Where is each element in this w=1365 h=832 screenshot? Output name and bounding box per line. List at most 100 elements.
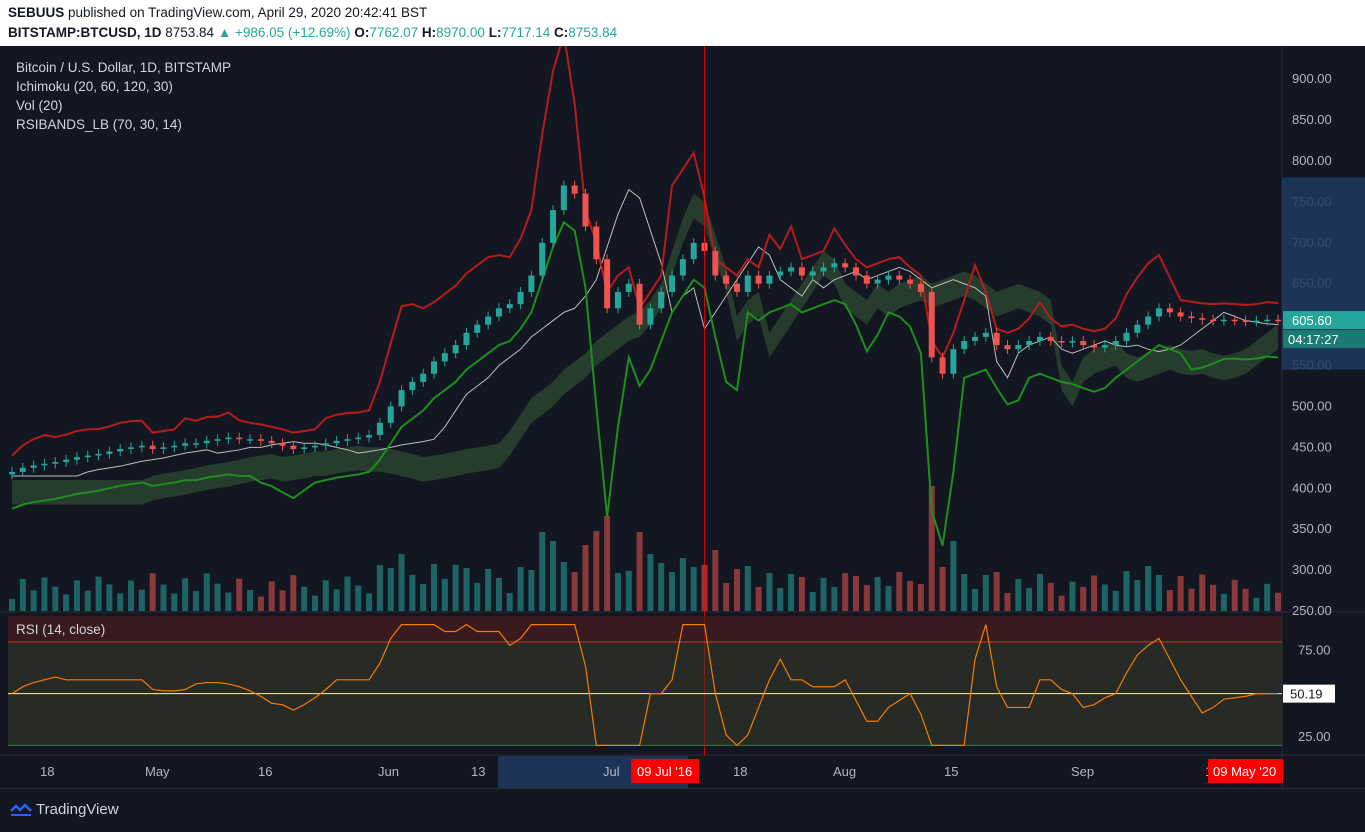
candle-body <box>203 440 210 444</box>
candle-body <box>138 445 145 448</box>
candle-body <box>820 267 827 272</box>
candle-body <box>247 439 254 441</box>
candle-body <box>84 455 91 458</box>
rsiband-upper-line <box>11 46 1279 457</box>
volume-bar <box>30 590 37 611</box>
candle-body <box>853 267 859 276</box>
low-value: 7717.14 <box>501 25 551 40</box>
candle-body <box>625 283 632 292</box>
volume-bar <box>301 586 308 611</box>
candle-body <box>52 462 59 464</box>
candle-body <box>225 437 232 440</box>
candle-body <box>874 279 881 284</box>
volume-bar <box>820 578 827 611</box>
candle-body <box>387 406 394 423</box>
volume-bar <box>517 567 524 611</box>
volume-bar <box>896 572 903 611</box>
legend-rsibands[interactable]: RSIBANDS_LB (70, 30, 14) <box>16 117 182 132</box>
candle-body <box>1275 319 1281 322</box>
volume-bar <box>874 577 881 611</box>
volume-bar <box>73 580 80 611</box>
right-date-tag <box>1208 759 1283 783</box>
chart-area[interactable]: 900.00850.00800.00750.00700.00650.00600.… <box>0 46 1365 788</box>
volume-bar <box>1242 588 1249 611</box>
candle-body <box>982 332 989 337</box>
candle-body <box>1058 341 1065 343</box>
candle-body <box>831 263 838 268</box>
candle-body <box>30 465 37 468</box>
candle-body <box>182 443 189 446</box>
volume-bar <box>1220 593 1227 611</box>
volume-bar <box>1134 580 1141 611</box>
chart-canvas[interactable]: 900.00850.00800.00750.00700.00650.00600.… <box>0 46 1365 788</box>
candle-body <box>560 185 567 211</box>
candle-body <box>1253 320 1260 323</box>
time-tick-label: 13 <box>471 764 485 779</box>
close-value: 8753.84 <box>568 25 618 40</box>
legend-vol[interactable]: Vol (20) <box>16 98 63 113</box>
volume-bar <box>1155 575 1162 611</box>
candle-body <box>1069 341 1076 343</box>
candle-body <box>798 267 805 276</box>
volume-bar <box>366 593 373 611</box>
rsi-current-tag <box>1283 684 1335 703</box>
last-price-tag <box>1283 311 1365 330</box>
volume-bar <box>409 575 416 611</box>
candle-body <box>939 357 946 374</box>
volume-bar <box>614 573 621 611</box>
legend-title: Bitcoin / U.S. Dollar, 1D, BITSTAMP <box>16 60 232 75</box>
volume-bar <box>658 563 665 611</box>
candle-body <box>604 259 611 309</box>
time-tick-label: May <box>145 764 170 779</box>
candle-body <box>777 271 784 276</box>
tradingview-logo[interactable]: TradingView <box>10 801 119 818</box>
volume-bar <box>1199 574 1206 611</box>
volume-bar <box>333 589 340 611</box>
candle-body <box>842 263 849 268</box>
volume-bar <box>539 532 546 611</box>
candle-body <box>1091 345 1098 348</box>
price-tick-label: 400.00 <box>1292 480 1332 495</box>
volume-bar <box>863 585 870 611</box>
volume-bar <box>182 578 189 611</box>
candle-body <box>539 242 546 276</box>
legend-ichimoku[interactable]: Ichimoku (20, 60, 120, 30) <box>16 79 173 94</box>
volume-bar <box>149 573 156 611</box>
volume-bar <box>247 590 254 611</box>
volume-bar <box>669 572 676 611</box>
candle-body <box>1210 319 1217 322</box>
volume-bar <box>19 579 26 611</box>
candle-body <box>73 457 80 460</box>
volume-bar <box>733 569 740 611</box>
candle-body <box>647 308 654 325</box>
high-value: 8970.00 <box>436 25 485 40</box>
candle-body <box>1145 316 1152 325</box>
candle-body <box>593 226 600 260</box>
volume-bar <box>1101 584 1108 611</box>
rsi-tick-label: 75.00 <box>1298 643 1331 658</box>
volume-bar <box>214 583 221 611</box>
candle-body <box>614 291 621 309</box>
candle-body <box>896 275 903 280</box>
candle-body <box>311 445 318 448</box>
legend-rsi[interactable]: RSI (14, close) <box>16 622 106 637</box>
candle-body <box>463 332 470 346</box>
publisher-name[interactable]: SEBUUS <box>8 5 65 20</box>
last-price: 8753.84 <box>165 25 215 40</box>
price-tick-label: 800.00 <box>1292 153 1332 168</box>
crosshair-date-tag <box>631 759 699 783</box>
volume-bar <box>755 587 762 611</box>
candle-body <box>344 439 351 441</box>
candle-body <box>1220 319 1227 322</box>
volume-bar <box>723 583 730 611</box>
volume-bar <box>1210 584 1217 611</box>
candle-body <box>279 443 286 446</box>
candle-body <box>723 275 730 284</box>
price-tick-label: 300.00 <box>1292 562 1332 577</box>
volume-bar <box>625 571 632 611</box>
volume-bar <box>679 558 686 611</box>
crosshair-date-label: 09 Jul '16 <box>637 764 692 779</box>
candle-body <box>788 267 795 272</box>
volume-bar <box>279 590 286 611</box>
candle-body <box>1166 308 1173 313</box>
